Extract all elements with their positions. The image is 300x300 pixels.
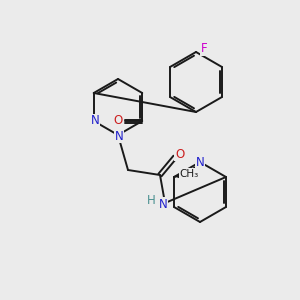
Text: N: N: [159, 197, 167, 211]
Text: N: N: [196, 155, 204, 169]
Text: H: H: [147, 194, 155, 208]
Text: N: N: [90, 115, 99, 128]
Text: O: O: [114, 115, 123, 128]
Text: O: O: [176, 148, 184, 160]
Text: N: N: [115, 130, 123, 142]
Text: F: F: [201, 43, 207, 56]
Text: CH₃: CH₃: [179, 169, 199, 179]
